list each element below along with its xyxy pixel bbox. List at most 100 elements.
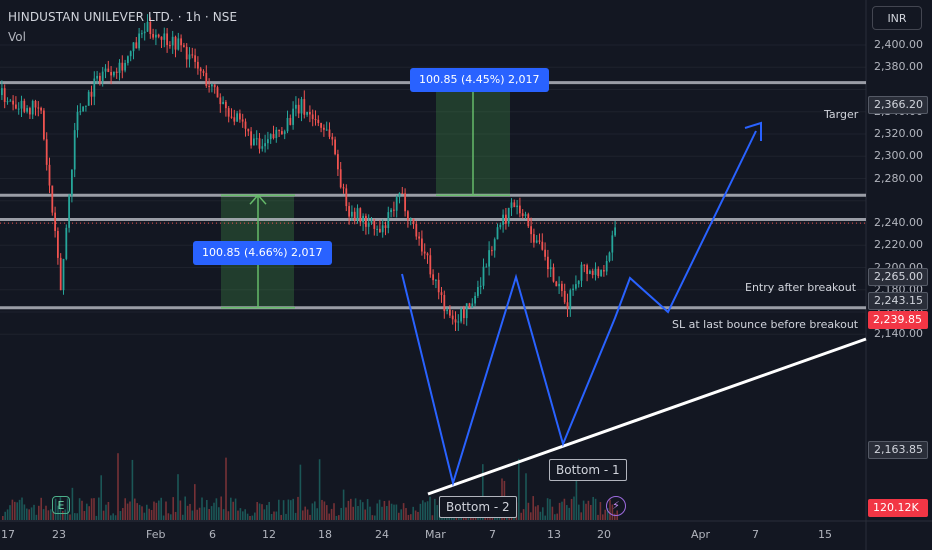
candle-body bbox=[68, 195, 70, 228]
candle-body bbox=[283, 131, 286, 135]
candle-body bbox=[115, 71, 118, 73]
volume-bar bbox=[201, 497, 203, 520]
volume-bar bbox=[590, 504, 592, 520]
volume-bar bbox=[81, 500, 83, 520]
candle-body bbox=[334, 139, 336, 155]
volume-bar bbox=[110, 515, 112, 520]
volume-bar bbox=[78, 498, 81, 520]
volume-bar bbox=[150, 510, 153, 520]
candle-body bbox=[85, 105, 87, 107]
volume-bar bbox=[6, 509, 9, 520]
candle-body bbox=[180, 38, 182, 46]
alert-bolt-icon[interactable]: ⚡ bbox=[606, 496, 626, 516]
volume-bar bbox=[359, 499, 362, 520]
candle-body bbox=[454, 319, 457, 323]
candle-body bbox=[216, 87, 219, 98]
candle-body bbox=[227, 108, 230, 117]
volume-bar bbox=[165, 501, 167, 520]
candle-body bbox=[314, 119, 317, 121]
candle-body bbox=[199, 68, 202, 72]
volume-bar bbox=[218, 507, 220, 520]
candle-body bbox=[6, 101, 9, 103]
candle-body bbox=[555, 281, 558, 287]
measure-label-2[interactable]: 100.85 (4.45%) 2,017 bbox=[410, 68, 549, 92]
candle-body bbox=[457, 321, 460, 323]
candle-body bbox=[132, 42, 135, 52]
volume-bar bbox=[345, 507, 347, 520]
candle-body bbox=[443, 295, 446, 312]
volume-bar bbox=[554, 514, 556, 520]
volume-bar bbox=[573, 496, 575, 520]
time-axis-tick: 18 bbox=[318, 528, 332, 541]
candle-body bbox=[351, 211, 353, 217]
candle-body bbox=[113, 71, 115, 76]
volume-bar bbox=[57, 505, 59, 520]
volume-bar bbox=[268, 501, 270, 520]
candle-body bbox=[57, 230, 59, 258]
candle-body bbox=[289, 117, 292, 125]
candle-body bbox=[62, 258, 65, 291]
candle-body bbox=[580, 264, 583, 281]
candle-body bbox=[527, 214, 530, 227]
symbol-title[interactable]: HINDUSTAN UNILEVER LTD. · 1h · NSE bbox=[8, 10, 238, 24]
volume-bar bbox=[285, 513, 287, 520]
volume-bar bbox=[83, 511, 86, 520]
time-axis-tick: Mar bbox=[425, 528, 446, 541]
candle-body bbox=[174, 36, 177, 50]
volume-indicator-label[interactable]: Vol bbox=[8, 30, 26, 44]
earnings-icon[interactable]: E bbox=[52, 496, 70, 514]
candle-body bbox=[124, 62, 126, 71]
candle-body bbox=[269, 134, 272, 140]
volume-bar bbox=[544, 515, 546, 520]
candle-body bbox=[577, 280, 580, 285]
price-axis-tick: 2,300.00 bbox=[874, 149, 923, 163]
volume-bar bbox=[362, 502, 364, 520]
candle-body bbox=[1, 88, 3, 96]
candle-body bbox=[129, 51, 132, 57]
volume-bar bbox=[352, 506, 354, 520]
candle-body bbox=[9, 100, 12, 102]
candle-body bbox=[563, 290, 566, 303]
measure-label-1[interactable]: 100.85 (4.66%) 2,017 bbox=[193, 241, 332, 265]
volume-bar bbox=[275, 511, 278, 520]
candle-body bbox=[12, 100, 14, 105]
volume-bar bbox=[407, 514, 410, 520]
candle-body bbox=[51, 185, 54, 213]
candle-body bbox=[614, 227, 616, 236]
time-axis-tick: 13 bbox=[547, 528, 561, 541]
candle-body bbox=[15, 104, 17, 109]
candle-body bbox=[356, 208, 359, 221]
volume-bar bbox=[270, 513, 273, 520]
candle-body bbox=[594, 268, 597, 275]
volume-bar bbox=[117, 453, 119, 520]
volume-bar bbox=[98, 497, 100, 520]
volume-bar bbox=[328, 513, 330, 520]
volume-bar bbox=[347, 500, 350, 520]
volume-bar bbox=[263, 509, 266, 520]
price-axis-tick: 2,240.00 bbox=[874, 216, 923, 229]
candle-body bbox=[239, 113, 241, 120]
candle-body bbox=[59, 257, 62, 291]
candle-body bbox=[225, 101, 227, 109]
volume-bar bbox=[62, 510, 64, 520]
volume-bar bbox=[23, 504, 26, 520]
price-tag-level: 2,243.15 bbox=[868, 292, 928, 310]
candle-body bbox=[143, 31, 146, 34]
candle-body bbox=[435, 279, 437, 281]
volume-bar bbox=[172, 497, 174, 520]
candle-body bbox=[446, 309, 448, 312]
candle-body bbox=[412, 218, 415, 224]
price-axis-tick: 2,320.00 bbox=[874, 127, 923, 140]
candle-body bbox=[309, 112, 311, 115]
volume-bar bbox=[575, 463, 578, 520]
volume-bar bbox=[431, 515, 434, 520]
volume-bar bbox=[222, 509, 225, 520]
volume-bar bbox=[234, 498, 237, 520]
volume-bar bbox=[410, 514, 412, 520]
projection-arrow-head bbox=[744, 121, 762, 141]
candle-body bbox=[521, 213, 524, 216]
volume-bar bbox=[318, 459, 321, 520]
volume-bar bbox=[311, 503, 314, 520]
volume-bar bbox=[482, 464, 484, 520]
currency-button[interactable]: INR bbox=[872, 6, 922, 30]
